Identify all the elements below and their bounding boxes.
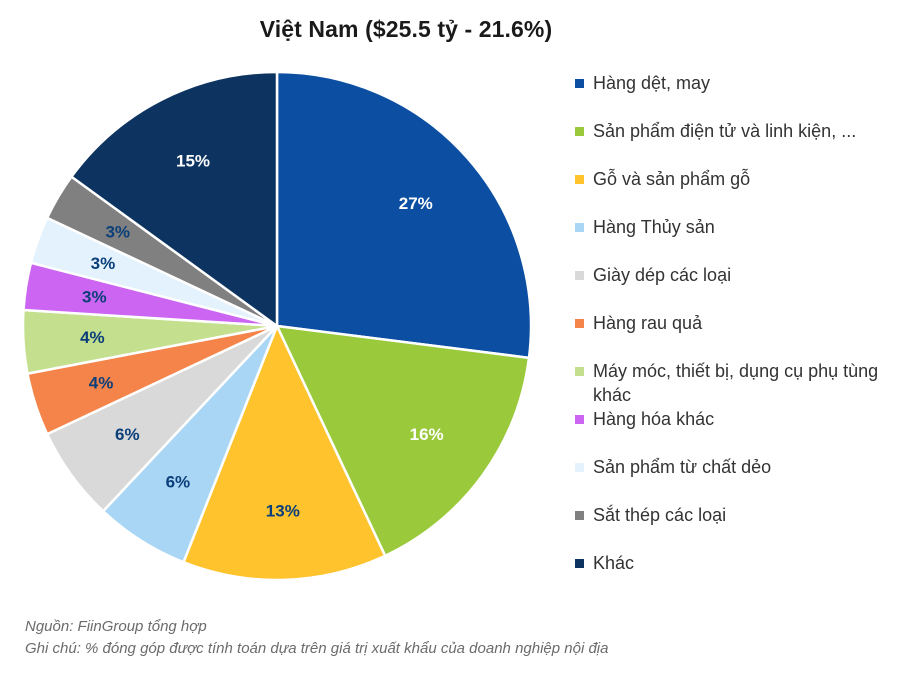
calculation-note: Ghi chú: % đóng góp được tính toán dựa t… [25,640,609,657]
legend-label: Sản phẩm từ chất dẻo [593,457,772,477]
legend-item-go-va-san-pham-go: Gỗ và sản phẩm gỗ [575,167,915,191]
slice-value-label: 6% [166,473,191,492]
legend-swatch [575,271,584,280]
legend-label: Hàng hóa khác [593,409,715,429]
chart-title: Việt Nam ($25.5 tỷ - 21.6%) [259,16,553,42]
slice-value-label: 15% [176,152,210,171]
legend-swatch [575,175,584,184]
slice-value-label: 4% [89,374,114,393]
legend-swatch [575,367,584,376]
slice-value-label: 3% [82,288,107,307]
legend-swatch [575,511,584,520]
slice-value-label: 3% [105,222,130,241]
legend-swatch [575,463,584,472]
legend-swatch [575,127,584,136]
pie-slice-san-pham-dien-tu-va-linh-kien [275,324,531,558]
legend-label: Máy móc, thiết bị, dụng cụ phụ tùng khác [593,361,879,405]
slice-value-label: 13% [266,501,300,520]
legend-item-sat-thep-cac-loai: Sắt thép các loại [575,503,915,527]
slice-value-label: 27% [399,194,433,213]
legend-label: Sắt thép các loại [593,505,727,525]
slice-value-label: 16% [410,425,444,444]
legend-item-hang-rau-qua: Hàng rau quả [575,311,915,335]
legend-swatch [575,415,584,424]
legend-item-giay-dep-cac-loai: Giày dép các loại [575,263,915,287]
legend-label: Giày dép các loại [593,265,732,285]
legend-swatch [575,559,584,568]
pie-slice-khac [70,70,279,328]
legend-label: Sản phẩm điện tử và linh kiện, ... [593,121,857,141]
legend-label: Khác [593,553,635,573]
legend-item-san-pham-tu-chat-deo: Sản phẩm từ chất dẻo [575,455,915,479]
slice-value-label: 6% [115,425,140,444]
slice-value-label: 3% [91,254,116,273]
slice-value-label: 4% [80,328,105,347]
legend-item-may-moc-thiet-bi-dung-cu-phu-tung-khac: Máy móc, thiết bị, dụng cụ phụ tùng khác [575,359,915,407]
legend-item-hang-thuy-san: Hàng Thủy sản [575,215,915,239]
legend-swatch [575,223,584,232]
legend-item-san-pham-dien-tu-va-linh-kien: Sản phẩm điện tử và linh kiện, ... [575,119,915,143]
legend-label: Hàng rau quả [593,313,703,333]
legend-item-khac: Khác [575,551,915,575]
legend-label: Hàng dệt, may [593,73,711,93]
legend-swatch [575,79,584,88]
legend-swatch [575,319,584,328]
pie-slice-go-va-san-pham-go [182,324,387,582]
pie-slice-hang-det-may [275,70,533,360]
legend-label: Gỗ và sản phẩm gỗ [593,169,751,189]
legend-label: Hàng Thủy sản [593,217,715,237]
source-note: Nguồn: FiinGroup tổng hợp [25,618,207,635]
legend-item-hang-hoa-khac: Hàng hóa khác [575,407,915,431]
legend-item-hang-det-may: Hàng dệt, may [575,71,915,95]
